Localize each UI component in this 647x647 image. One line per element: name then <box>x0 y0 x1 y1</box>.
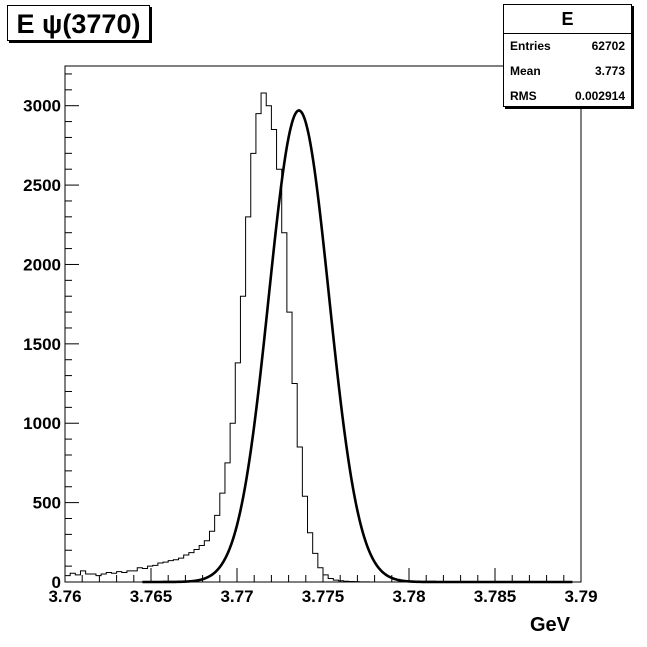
histogram-title: E ψ(3770) <box>7 5 150 41</box>
x-tick-label: 3.79 <box>564 587 597 606</box>
x-tick-label: 3.775 <box>302 587 345 606</box>
stats-row-rms: RMS 0.002914 <box>504 84 631 109</box>
x-tick-label: 3.765 <box>130 587 173 606</box>
stats-title: E <box>504 5 631 34</box>
x-axis-label: GeV <box>530 614 571 636</box>
stats-box: E Entries 62702 Mean 3.773 RMS 0.002914 <box>503 4 632 107</box>
x-tick-label: 3.785 <box>474 587 517 606</box>
y-tick-label: 0 <box>52 573 61 592</box>
stats-value: 3.773 <box>594 64 625 78</box>
stats-label: Mean <box>510 64 541 78</box>
y-tick-label: 2500 <box>23 176 61 195</box>
stats-row-mean: Mean 3.773 <box>504 59 631 84</box>
histogram-series <box>64 92 581 583</box>
x-tick-label: 3.76 <box>48 587 81 606</box>
stats-label: Entries <box>510 39 551 53</box>
stats-value: 0.002914 <box>574 89 625 103</box>
y-tick-label: 2000 <box>23 255 61 274</box>
y-tick-label: 3000 <box>23 97 61 116</box>
y-tick-label: 1500 <box>23 335 61 354</box>
x-tick-label: 3.78 <box>392 587 425 606</box>
stats-label: RMS <box>510 89 537 103</box>
y-tick-label: 1000 <box>23 414 61 433</box>
gaussian-fit-curve <box>142 109 573 584</box>
stats-value: 62702 <box>591 39 625 53</box>
y-tick-label: 500 <box>33 494 61 513</box>
x-tick-label: 3.77 <box>220 587 253 606</box>
stats-row-entries: Entries 62702 <box>504 34 631 59</box>
plot-frame <box>64 65 582 583</box>
